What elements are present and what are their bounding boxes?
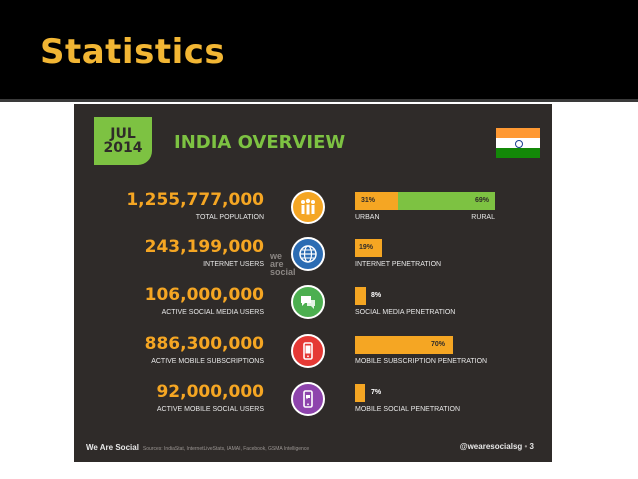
social-media-penetration-fill [355, 287, 367, 305]
social-media-penetration-bar: 8% [355, 287, 495, 305]
urban-rural-bar: 31% 69% [355, 192, 495, 210]
mobile-social-penetration-bar: 7% [355, 384, 495, 402]
stat-number: 106,000,000 [144, 285, 264, 305]
mobile-social-icon [291, 382, 325, 416]
rural-percent: 69% [474, 197, 489, 204]
people-icon [291, 190, 325, 224]
date-year: 2014 [103, 140, 143, 156]
mobile-social-penetration-fill [355, 384, 365, 402]
social-media-penetration-label: SOCIAL MEDIA PENETRATION [355, 309, 456, 316]
mobile-subscription-penetration-fill [355, 336, 453, 354]
footer-page-number: 3 [529, 442, 534, 451]
date-badge: JUL 2014 [94, 117, 152, 165]
stat-label: ACTIVE MOBILE SOCIAL USERS [156, 406, 264, 413]
footer-source: We Are Social Sources: IndiaStat, Interne… [86, 443, 309, 452]
internet-penetration-label: INTERNET PENETRATION [355, 261, 442, 268]
stat-label: ACTIVE MOBILE SUBSCRIPTIONS [151, 358, 264, 365]
title-bar: Statistics [0, 0, 638, 99]
social-media-percent: 8% [371, 292, 382, 299]
internet-penetration-fill [355, 239, 382, 257]
mobile-social-penetration-label: MOBILE SOCIAL PENETRATION [355, 406, 461, 413]
stat-label: INTERNET USERS [203, 261, 264, 268]
stat-row-internet: 243,199,000 INTERNET USERS 19% INTERNET … [74, 237, 552, 277]
mobile-icon [291, 334, 325, 368]
stat-number: 243,199,000 [144, 237, 264, 257]
mobile-subscription-penetration-label: MOBILE SUBSCRIPTION PENETRATION [355, 358, 488, 365]
footer-brand: We Are Social [86, 443, 139, 452]
urban-bar [355, 192, 399, 210]
rural-bar [398, 192, 495, 210]
mobile-subscription-percent: 70% [430, 341, 445, 348]
stat-number: 92,000,000 [156, 382, 264, 402]
stat-number: 886,300,000 [144, 334, 264, 354]
urban-label: URBAN [355, 214, 380, 221]
globe-icon [291, 237, 325, 271]
stat-row-mobile-subscriptions: 886,300,000 ACTIVE MOBILE SUBSCRIPTIONS … [74, 334, 552, 374]
rural-label: RURAL [471, 214, 495, 221]
mobile-social-percent: 7% [371, 389, 382, 396]
stat-row-population: 1,255,777,000 TOTAL POPULATION 31% 69% U… [74, 190, 552, 230]
internet-penetration-bar: 19% [355, 239, 495, 257]
stat-row-mobile-social: 92,000,000 ACTIVE MOBILE SOCIAL USERS 7%… [74, 382, 552, 422]
we-are-social-watermark: we are social [270, 251, 296, 277]
internet-percent: 19% [359, 244, 374, 251]
urban-percent: 31% [361, 197, 376, 204]
chat-icon [291, 285, 325, 319]
infographic-heading: INDIA OVERVIEW [174, 132, 346, 153]
mobile-subscription-penetration-bar: 70% [355, 336, 495, 354]
title-divider [0, 99, 638, 102]
date-month: JUL [110, 126, 136, 142]
stat-row-social-media: 106,000,000 ACTIVE SOCIAL MEDIA USERS 8%… [74, 285, 552, 325]
slide-title: Statistics [40, 32, 226, 72]
stat-label: ACTIVE SOCIAL MEDIA USERS [161, 309, 264, 316]
footer-handle: @wearesocialsg • 3 [459, 442, 534, 451]
india-flag-icon [496, 128, 540, 158]
stat-number: 1,255,777,000 [126, 190, 264, 210]
footer-handle-text: @wearesocialsg [459, 442, 523, 451]
stat-label: TOTAL POPULATION [195, 214, 264, 221]
footer-source-text: Sources: IndiaStat, InternetLiveStats, I… [142, 446, 310, 452]
infographic: JUL 2014 INDIA OVERVIEW 1,255,777,000 TO… [74, 104, 552, 462]
